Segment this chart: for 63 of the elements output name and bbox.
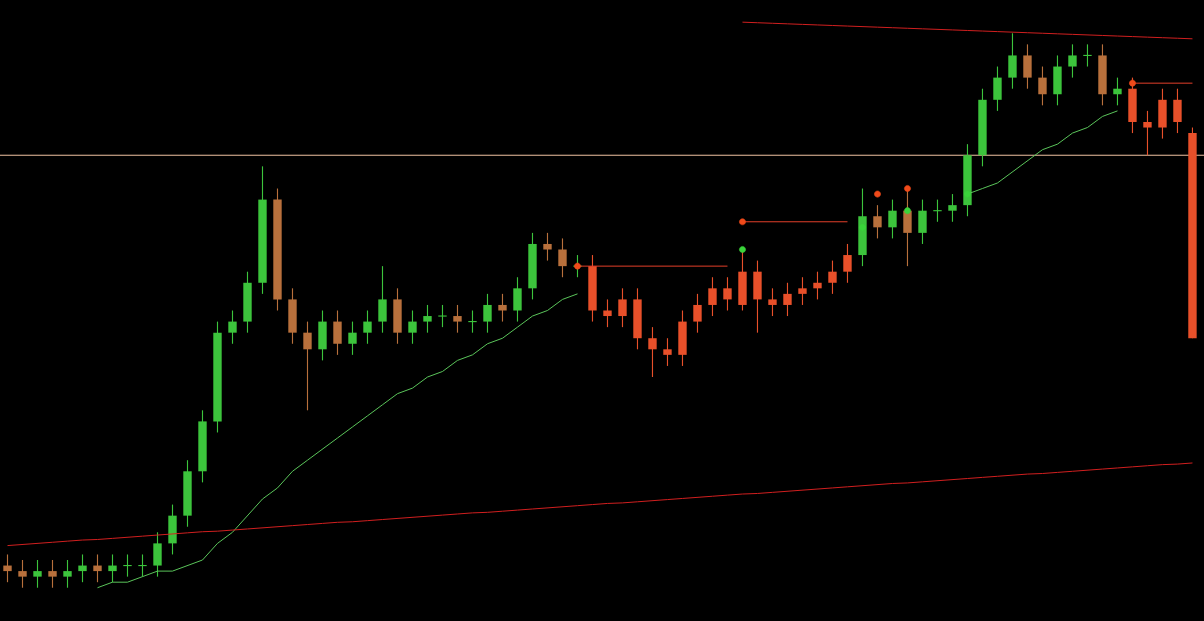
candlestick [437,304,448,328]
candlestick [663,337,672,367]
point [859,223,866,231]
candlestick [483,293,492,334]
candlestick [348,321,357,356]
candlestick [498,293,507,323]
point [964,190,971,198]
candlestick [618,287,627,328]
candlestick [423,304,432,334]
candlestick [63,559,72,589]
candlestick [363,309,372,345]
candlestick [1113,77,1122,106]
candlestick [1082,43,1093,68]
point [739,218,746,226]
candlestick [33,559,42,589]
candlestick [228,309,237,345]
candlestick [3,553,12,583]
candlestick [1008,32,1017,90]
candlestick [48,559,57,589]
point [904,207,911,215]
point [739,246,746,253]
candlestick [918,199,927,245]
candlestick [378,265,387,334]
candlestick [137,553,148,578]
candlestick [1023,43,1032,90]
candlestick [467,309,478,334]
candlestick [453,304,462,334]
candlestick [543,232,552,262]
candlestick [558,237,567,278]
point [1129,79,1136,87]
candlestick [303,321,312,411]
candlestick [153,531,162,578]
candlestick [1038,65,1047,106]
candlestick [932,199,943,223]
candlestick [828,260,837,295]
candlestick [1143,110,1152,156]
candlestick [1173,88,1182,134]
candlestick [408,309,417,345]
candlestick [333,309,342,356]
candlestick [93,553,102,583]
candlestick [888,199,897,239]
candlestick [873,204,882,239]
candlestick [78,553,87,583]
candlestick [708,276,717,317]
candlestick [1068,43,1077,79]
candlestick [18,559,27,589]
candlestick [798,276,807,306]
candlestick [648,326,657,378]
candlestick [813,271,822,300]
candlestick [122,553,133,578]
candlestick [108,553,117,583]
candlestick [768,287,777,317]
candlestick [603,298,612,328]
point [904,185,911,192]
candlestick [843,243,852,284]
candlestick [993,65,1002,112]
candlestick [903,187,912,267]
point [874,190,881,198]
candlestick [948,193,957,223]
candlestick [783,282,792,317]
candlestick [513,276,522,323]
candlestick [723,276,732,312]
candlestick [693,293,702,334]
